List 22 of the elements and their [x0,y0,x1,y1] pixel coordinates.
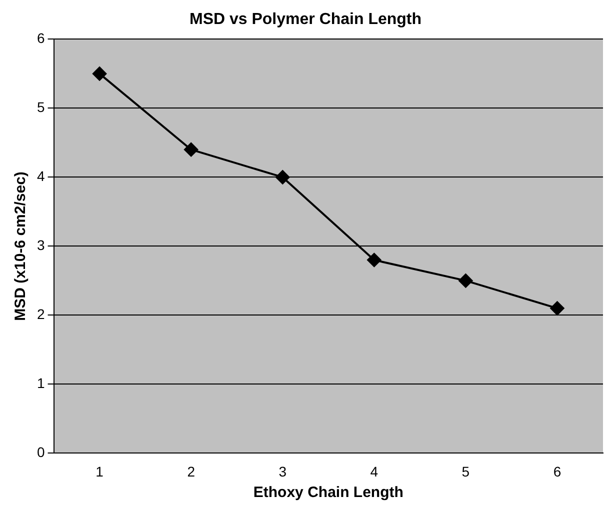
chart-title: MSD vs Polymer Chain Length [189,11,422,28]
x-tick-label: 3 [278,463,287,480]
x-axis-title: Ethoxy Chain Length [253,484,404,502]
y-tick-label: 2 [36,306,45,322]
x-tick-label: 4 [370,463,378,480]
y-tick-label: 1 [36,375,45,392]
point [458,274,473,288]
x-tick-label: 1 [96,463,104,480]
point [92,66,107,81]
x-tick-label: 2 [187,463,196,480]
y-tick-label: 5 [36,99,45,116]
point [550,301,564,316]
point [367,253,382,267]
y-tick-label: 4 [36,168,45,184]
y-tick-label: 0 [36,444,45,460]
x-tick-label: 6 [553,463,562,480]
point [276,170,290,184]
y-tick-label: 6 [36,30,45,46]
point [184,142,198,157]
y-tick-label: 3 [36,237,45,254]
x-tick-label: 5 [462,463,470,480]
y-axis-title: MSD (x10-6 cm2/sec) [12,172,30,321]
